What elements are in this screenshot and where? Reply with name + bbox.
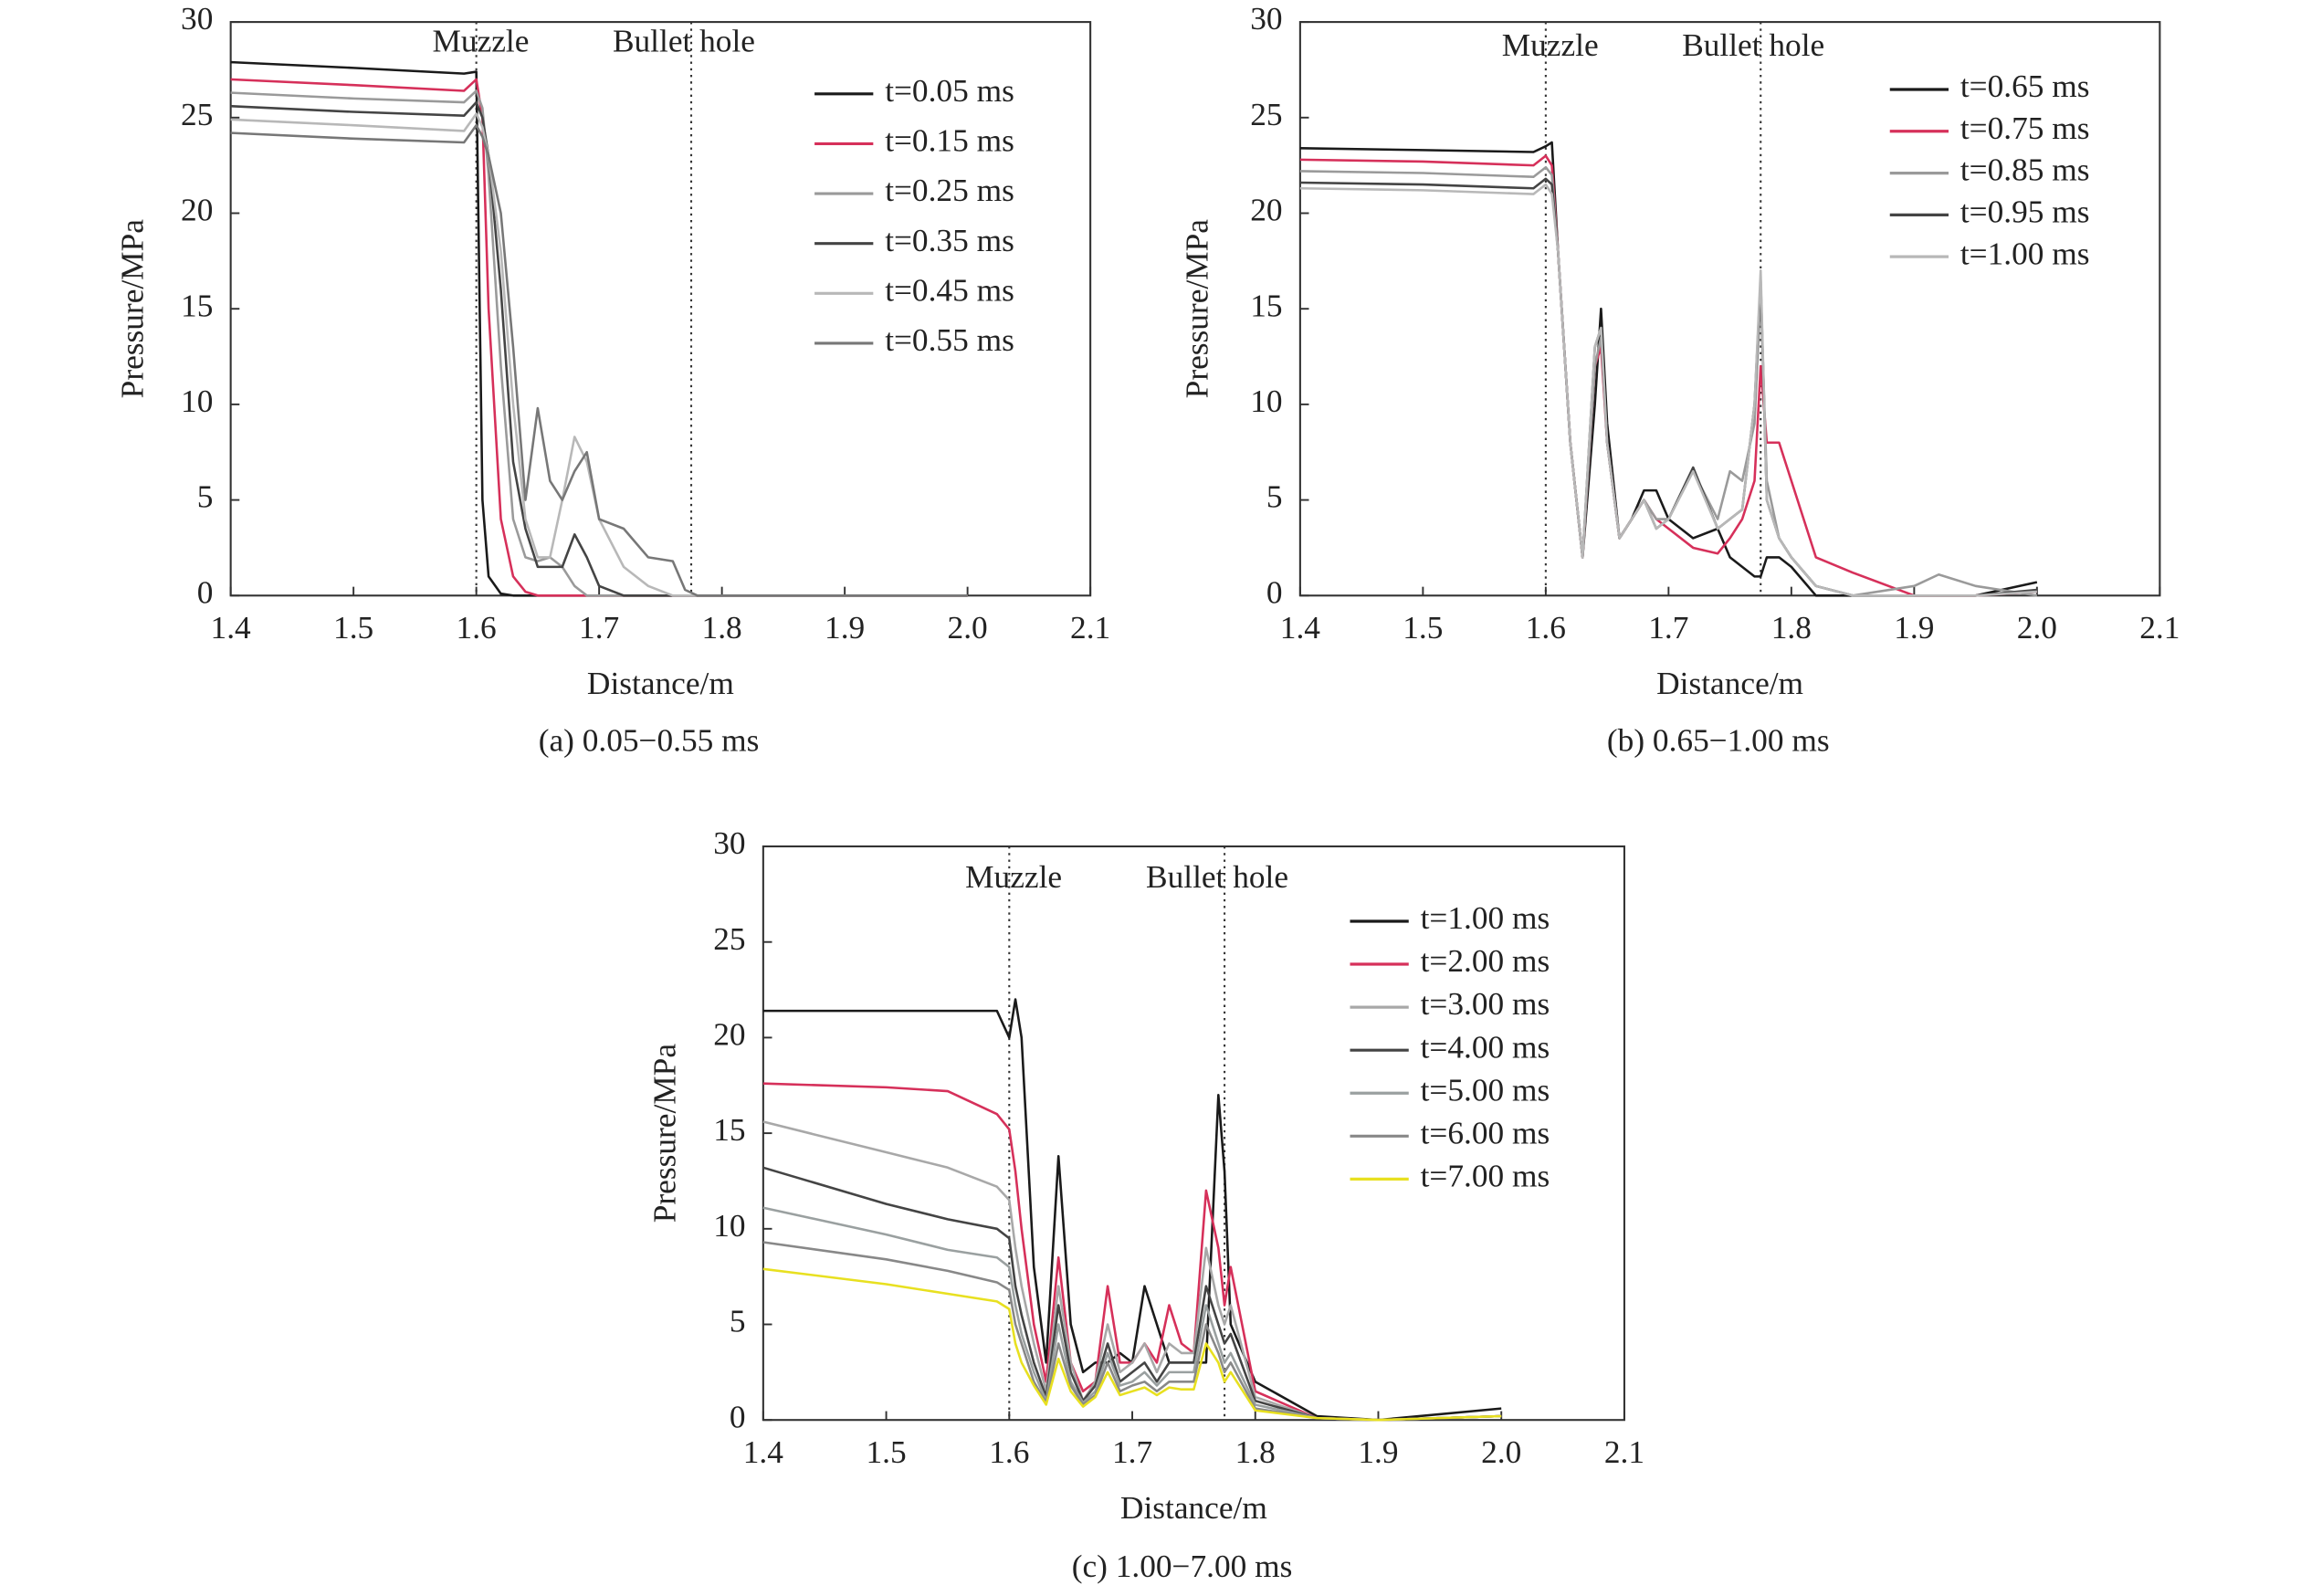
legend-label: t=0.25 ms [885, 173, 1014, 208]
y-tick-label: 10 [1250, 383, 1282, 419]
x-axis-label: Distance/m [587, 666, 734, 701]
annotation: Bullet hole [613, 23, 755, 58]
y-tick-label: 5 [730, 1304, 746, 1339]
y-tick-label: 15 [713, 1112, 745, 1148]
series-line [762, 998, 1502, 1422]
chart-title: (a) 0.05−0.55 ms [539, 723, 760, 759]
legend-label: t=0.75 ms [1960, 110, 2090, 146]
annotation: Bullet hole [1682, 27, 1824, 63]
x-axis-label: Distance/m [1656, 666, 1803, 701]
y-tick-label: 10 [713, 1208, 745, 1244]
series-line [762, 1120, 1502, 1422]
x-tick-label: 2.1 [1604, 1434, 1644, 1470]
y-tick-label: 0 [197, 574, 214, 610]
x-tick-label: 1.8 [1235, 1434, 1276, 1470]
series-line [1299, 183, 2037, 597]
series-line [1299, 177, 2037, 597]
legend-label: t=1.00 ms [1960, 236, 2090, 271]
x-tick-label: 2.1 [1070, 610, 1110, 646]
legend-label: t=0.95 ms [1960, 194, 2090, 229]
x-tick-label: 1.6 [989, 1434, 1029, 1470]
annotation: Bullet hole [1146, 859, 1288, 895]
x-tick-label: 1.6 [457, 610, 497, 646]
x-tick-label: 1.5 [1403, 610, 1443, 646]
y-tick-label: 20 [1250, 193, 1282, 228]
y-tick-label: 20 [181, 193, 213, 228]
chart-title: (b) 0.65−1.00 ms [1607, 723, 1830, 759]
x-tick-label: 1.7 [1112, 1434, 1152, 1470]
y-tick-label: 30 [181, 1, 213, 37]
x-tick-label: 1.8 [1771, 610, 1812, 646]
x-tick-label: 1.8 [702, 610, 742, 646]
series-line [230, 123, 968, 597]
series-line [762, 1206, 1502, 1422]
x-tick-label: 1.9 [1358, 1434, 1398, 1470]
y-tick-label: 15 [1250, 288, 1282, 323]
legend-label: t=6.00 ms [1421, 1115, 1550, 1150]
x-tick-label: 1.6 [1526, 610, 1566, 646]
x-tick-label: 2.0 [948, 610, 988, 646]
y-tick-label: 20 [713, 1017, 745, 1053]
y-tick-label: 25 [713, 921, 745, 957]
y-tick-label: 10 [181, 383, 213, 419]
annotation: Muzzle [965, 859, 1062, 895]
plot-frame [1298, 21, 2161, 597]
x-tick-label: 2.1 [2139, 610, 2180, 646]
y-axis-label: Pressure/MPa [1180, 219, 1215, 399]
legend-label: t=0.85 ms [1960, 152, 2090, 188]
legend-label: t=5.00 ms [1421, 1072, 1550, 1108]
legend-label: t=7.00 ms [1421, 1159, 1550, 1194]
series-line [230, 112, 968, 597]
legend-label: t=0.55 ms [885, 322, 1014, 358]
y-tick-label: 5 [1266, 479, 1283, 515]
series-line [762, 1082, 1502, 1422]
x-tick-label: 1.5 [333, 610, 373, 646]
y-tick-label: 25 [181, 97, 213, 132]
legend-label: t=3.00 ms [1421, 986, 1550, 1022]
x-tick-label: 1.5 [866, 1434, 906, 1470]
legend-label: t=1.00 ms [1421, 900, 1550, 936]
legend-label: t=0.15 ms [885, 123, 1014, 159]
legend-label: t=0.05 ms [885, 73, 1014, 109]
legend-label: t=2.00 ms [1421, 943, 1550, 979]
y-tick-label: 15 [181, 288, 213, 323]
series-line [1299, 154, 2037, 597]
legend-label: t=4.00 ms [1421, 1029, 1550, 1065]
annotation: Muzzle [1502, 27, 1599, 63]
y-axis-label: Pressure/MPa [114, 219, 150, 399]
y-tick-label: 0 [1266, 574, 1283, 610]
x-tick-label: 1.4 [211, 610, 251, 646]
chart-title: (c) 1.00−7.00 ms [1072, 1549, 1293, 1584]
x-tick-label: 2.0 [2017, 610, 2057, 646]
y-tick-label: 30 [713, 825, 745, 861]
y-tick-label: 0 [730, 1399, 746, 1434]
x-tick-label: 1.4 [743, 1434, 783, 1470]
x-axis-label: Distance/m [1120, 1490, 1267, 1526]
x-tick-label: 2.0 [1481, 1434, 1521, 1470]
series-line [762, 1166, 1502, 1422]
y-tick-label: 5 [197, 479, 214, 515]
y-tick-label: 30 [1250, 1, 1282, 37]
x-tick-label: 1.9 [1894, 610, 1934, 646]
series-line [762, 1241, 1502, 1422]
series-line [1299, 165, 2038, 597]
legend-label: t=0.35 ms [885, 223, 1014, 258]
x-tick-label: 1.7 [1648, 610, 1688, 646]
legend-label: t=0.45 ms [885, 272, 1014, 308]
x-tick-label: 1.7 [579, 610, 619, 646]
series-line [762, 1267, 1502, 1422]
legend-label: t=0.65 ms [1960, 68, 2090, 104]
y-axis-label: Pressure/MPa [647, 1044, 683, 1223]
y-tick-label: 25 [1250, 97, 1282, 132]
x-tick-label: 1.9 [825, 610, 865, 646]
x-tick-label: 1.4 [1280, 610, 1320, 646]
annotation: Muzzle [432, 23, 529, 58]
